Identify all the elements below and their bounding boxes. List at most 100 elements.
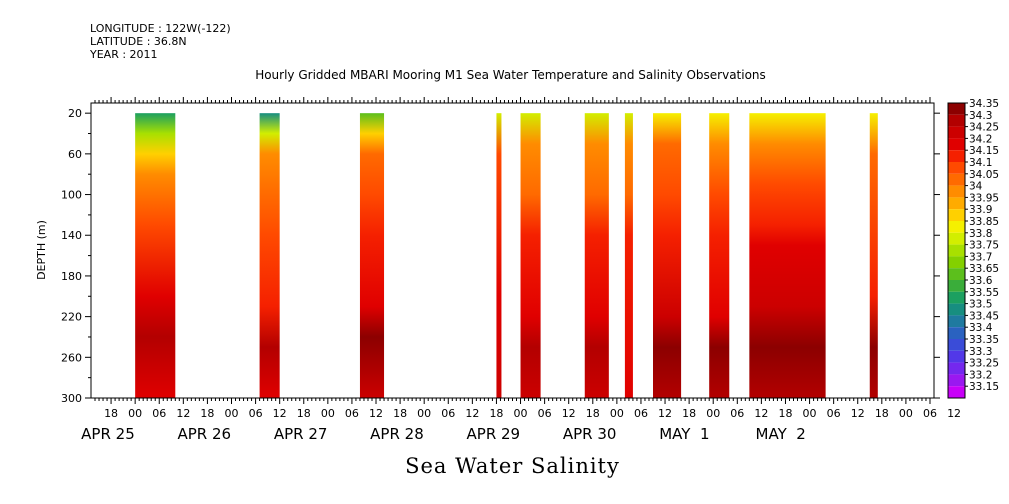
x-tick-label: 00 xyxy=(417,407,431,420)
colorbar-swatch xyxy=(948,185,965,198)
x-tick-label: 18 xyxy=(489,407,503,420)
colorbar-label: 33.95 xyxy=(969,192,999,204)
x-tick-label: 06 xyxy=(730,407,744,420)
x-tick-label: 00 xyxy=(803,407,817,420)
x-tick-label: 06 xyxy=(634,407,648,420)
colorbar-swatch xyxy=(948,103,965,115)
observation-block xyxy=(624,113,633,398)
x-tick-label: 00 xyxy=(899,407,913,420)
colorbar-swatch xyxy=(948,386,965,398)
colorbar-label: 33.2 xyxy=(969,369,992,381)
chart-title-text: Hourly Gridded MBARI Mooring M1 Sea Wate… xyxy=(255,68,766,82)
x-tick-label: 06 xyxy=(152,407,166,420)
colorbar-label: 33.8 xyxy=(969,228,992,240)
colorbar-label: 33.55 xyxy=(969,287,999,299)
x-tick-label: 00 xyxy=(610,407,624,420)
y-tick-label: 100 xyxy=(61,189,82,202)
x-tick-label: 12 xyxy=(658,407,672,420)
x-tick-label: 12 xyxy=(947,407,961,420)
y-tick-label: 260 xyxy=(61,351,82,364)
observation-block xyxy=(869,113,878,398)
colorbar-swatch xyxy=(948,232,965,245)
latitude-label: LATITUDE : 36.8N xyxy=(90,35,187,48)
colorbar-swatch xyxy=(948,150,965,162)
colorbar-swatch xyxy=(948,114,965,127)
x-tick-label: 12 xyxy=(851,407,865,420)
observation-block xyxy=(709,113,730,398)
x-tick-label: 18 xyxy=(104,407,118,420)
colorbar-swatch xyxy=(948,256,965,269)
colorbar-label: 33.6 xyxy=(969,275,993,287)
observation-block xyxy=(520,113,541,398)
observation-block xyxy=(135,113,176,398)
colorbar-label: 34.2 xyxy=(969,133,992,145)
x-date-label: APR 27 xyxy=(274,425,328,443)
colorbar-swatch xyxy=(948,339,965,351)
colorbar-swatch xyxy=(948,350,965,363)
x-date-label: APR 29 xyxy=(467,425,521,443)
colorbar-swatch xyxy=(948,280,965,292)
x-tick-label: 12 xyxy=(465,407,479,420)
colorbar-frame xyxy=(947,102,966,399)
colorbar-label: 34.3 xyxy=(969,110,992,122)
colorbar-swatch xyxy=(948,162,965,174)
x-date-label: MAY 1 xyxy=(659,425,709,443)
colorbar-label: 33.3 xyxy=(969,346,992,358)
x-date-label: APR 26 xyxy=(178,425,232,443)
x-date-label: APR 30 xyxy=(563,425,617,443)
x-tick-label: 00 xyxy=(321,407,335,420)
observation-block xyxy=(259,113,280,398)
colorbar-swatch xyxy=(948,221,965,233)
x-tick-label: 18 xyxy=(586,407,600,420)
year-label: YEAR : 2011 xyxy=(90,48,158,61)
colorbar-label: 34.05 xyxy=(969,169,999,181)
y-tick-label: 180 xyxy=(61,270,82,283)
observation-block xyxy=(653,113,682,398)
colorbar-swatch xyxy=(948,126,965,139)
colorbar-label: 34.1 xyxy=(969,157,992,169)
x-tick-label: 06 xyxy=(249,407,263,420)
colorbar-label: 33.25 xyxy=(969,358,999,370)
observation-block xyxy=(359,113,385,398)
colorbar-label: 33.4 xyxy=(969,322,993,334)
y-axis: 20 60 100 140 180 220 260 300 xyxy=(61,107,940,405)
colorbar-swatch xyxy=(948,197,965,210)
y-tick-label: 140 xyxy=(61,229,82,242)
colorbar-swatch xyxy=(948,327,965,339)
colorbar-label: 33.75 xyxy=(969,240,999,252)
coordinates-block: LONGITUDE : 122W(-122) LATITUDE : 36.8N … xyxy=(90,22,231,61)
colorbar-label: 33.9 xyxy=(969,204,992,216)
colorbar-label: 33.45 xyxy=(969,310,999,322)
variable-title-text: Sea Water Salinity xyxy=(405,454,620,478)
colorbar-label: 34.25 xyxy=(969,122,999,134)
colorbar-swatch xyxy=(948,244,965,257)
x-axis: 18 00 06 12 18 00 06 12 18 00 06 12 18 00 06 12 18 00 06 12… xyxy=(81,97,961,443)
x-tick-label: 18 xyxy=(875,407,889,420)
chart-title: Hourly Gridded MBARI Mooring M1 Sea Wate… xyxy=(0,68,1009,82)
y-tick-label: 60 xyxy=(68,148,82,161)
x-tick-label: 06 xyxy=(441,407,455,420)
observation-block xyxy=(584,113,609,398)
x-tick-label: 18 xyxy=(393,407,407,420)
colorbar-label: 33.7 xyxy=(969,251,992,263)
x-tick-label: 00 xyxy=(225,407,239,420)
x-tick-label: 00 xyxy=(128,407,142,420)
observation-block xyxy=(749,113,826,398)
colorbar-swatch xyxy=(948,315,965,328)
x-tick-label: 18 xyxy=(200,407,214,420)
x-date-label: APR 28 xyxy=(370,425,424,443)
colorbar-swatch xyxy=(948,291,965,304)
x-date-label: MAY 2 xyxy=(756,425,806,443)
x-tick-label: 12 xyxy=(369,407,383,420)
colorbar: 34.3534.334.2534.234.1534.134.053433.953… xyxy=(947,98,999,399)
x-date-label: APR 25 xyxy=(81,425,135,443)
x-tick-label: 06 xyxy=(345,407,359,420)
colorbar-label: 33.15 xyxy=(969,381,999,393)
colorbar-label: 34.15 xyxy=(969,145,999,157)
x-tick-label: 12 xyxy=(562,407,576,420)
colorbar-label: 33.85 xyxy=(969,216,999,228)
observation-block xyxy=(496,113,502,398)
longitude-label: LONGITUDE : 122W(-122) xyxy=(90,22,231,35)
y-axis-label: DEPTH (m) xyxy=(35,220,48,280)
